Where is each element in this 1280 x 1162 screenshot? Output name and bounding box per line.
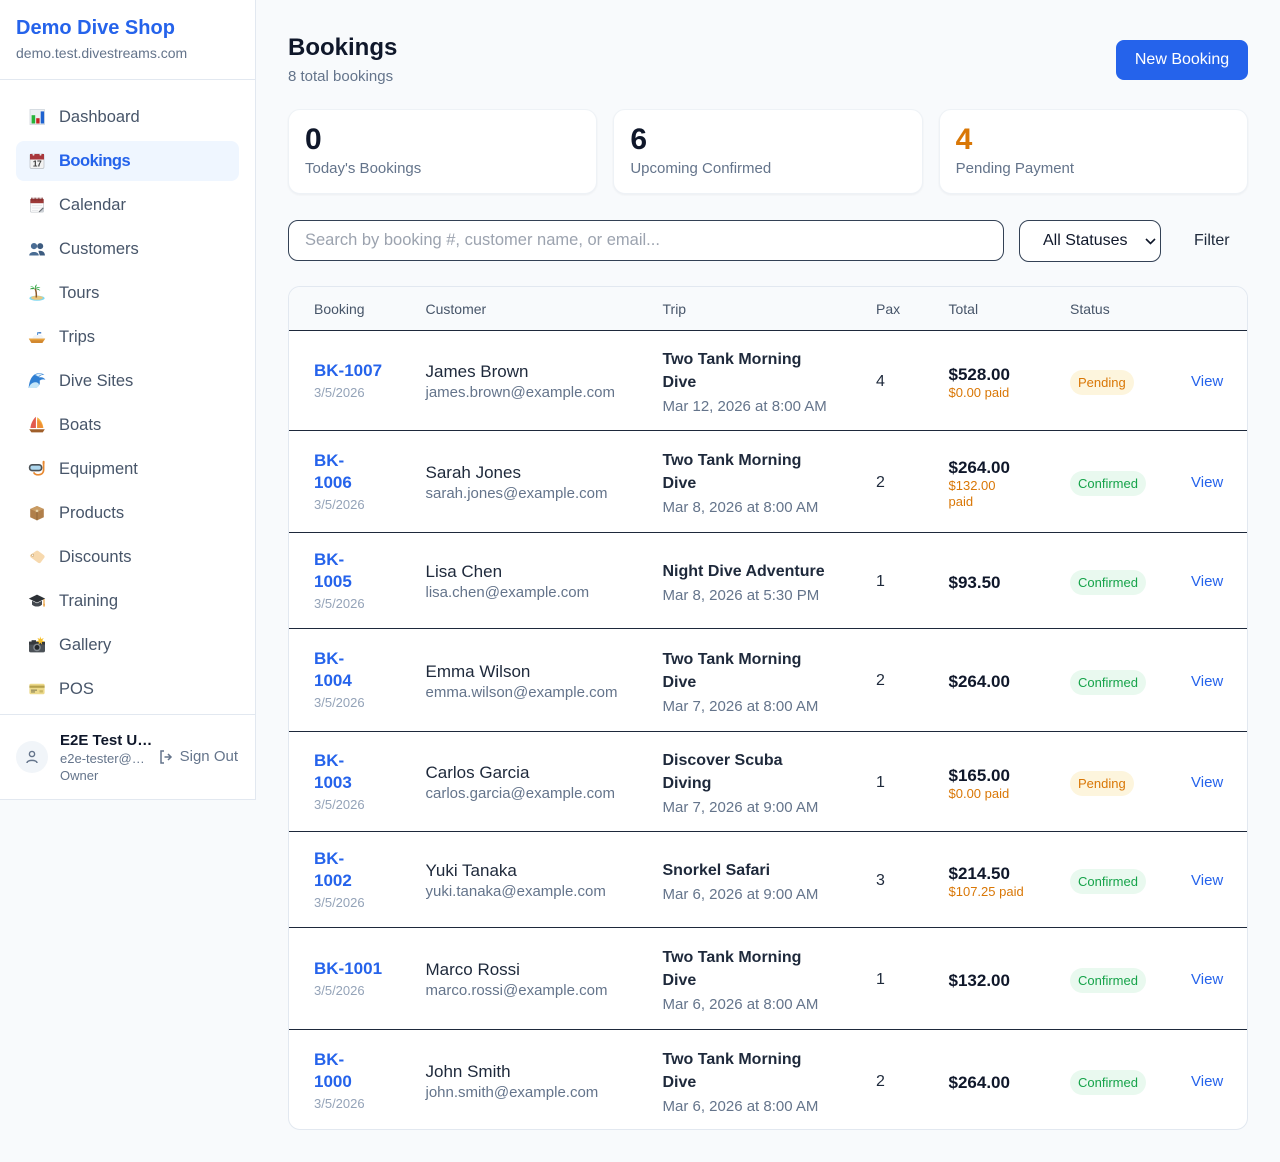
svg-text:17: 17 [33,158,42,168]
